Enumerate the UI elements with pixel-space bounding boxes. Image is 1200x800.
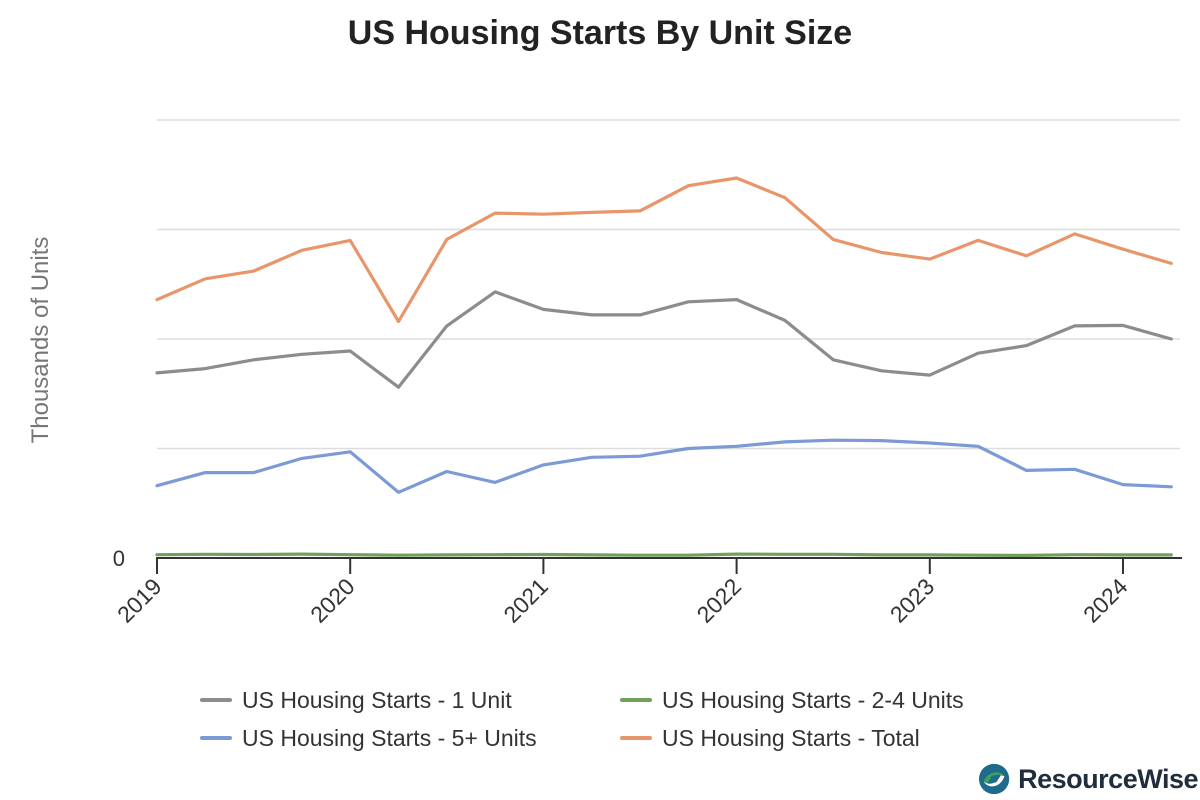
legend-item-2-4-units[interactable]: US Housing Starts - 2-4 Units — [620, 686, 1020, 714]
gridlines — [157, 119, 1180, 450]
legend-swatch-5-plus-units — [200, 736, 232, 740]
legend-item-1-unit[interactable]: US Housing Starts - 1 Unit — [200, 686, 620, 714]
resourcewise-logo-icon — [978, 763, 1010, 795]
series-line-0 — [155, 290, 1173, 389]
series-lines — [155, 176, 1173, 558]
x-tick-label: 2023 — [885, 573, 940, 628]
y-tick-label: 0 — [113, 546, 125, 571]
legend-label: US Housing Starts - Total — [662, 724, 920, 751]
chart-legend: US Housing Starts - 1 Unit US Housing St… — [200, 686, 1020, 752]
y-axis-label: Thousands of Units — [27, 237, 54, 444]
x-tick-label: 2024 — [1078, 573, 1133, 628]
x-tick-label: 2021 — [498, 573, 553, 628]
legend-swatch-1-unit — [200, 698, 232, 702]
legend-swatch-total — [620, 736, 652, 740]
chart-title: US Housing Starts By Unit Size — [347, 14, 853, 52]
series-line-3 — [155, 176, 1173, 324]
resourcewise-logo[interactable]: ResourceWise — [978, 758, 1198, 800]
x-tick-label: 2019 — [112, 573, 167, 628]
legend-label: US Housing Starts - 2-4 Units — [662, 686, 964, 713]
resourcewise-logo-text: ResourceWise — [1018, 763, 1198, 794]
legend-label: US Housing Starts - 1 Unit — [242, 686, 512, 713]
series-line-1 — [155, 552, 1173, 558]
series-line-2 — [155, 438, 1173, 494]
legend-item-5-plus-units[interactable]: US Housing Starts - 5+ Units — [200, 724, 620, 752]
x-tick-label: 2022 — [692, 573, 747, 628]
legend-swatch-2-4-units — [620, 698, 652, 702]
legend-label: US Housing Starts - 5+ Units — [242, 724, 537, 751]
x-tick-label: 2020 — [305, 573, 360, 628]
legend-item-total[interactable]: US Housing Starts - Total — [620, 724, 1020, 752]
